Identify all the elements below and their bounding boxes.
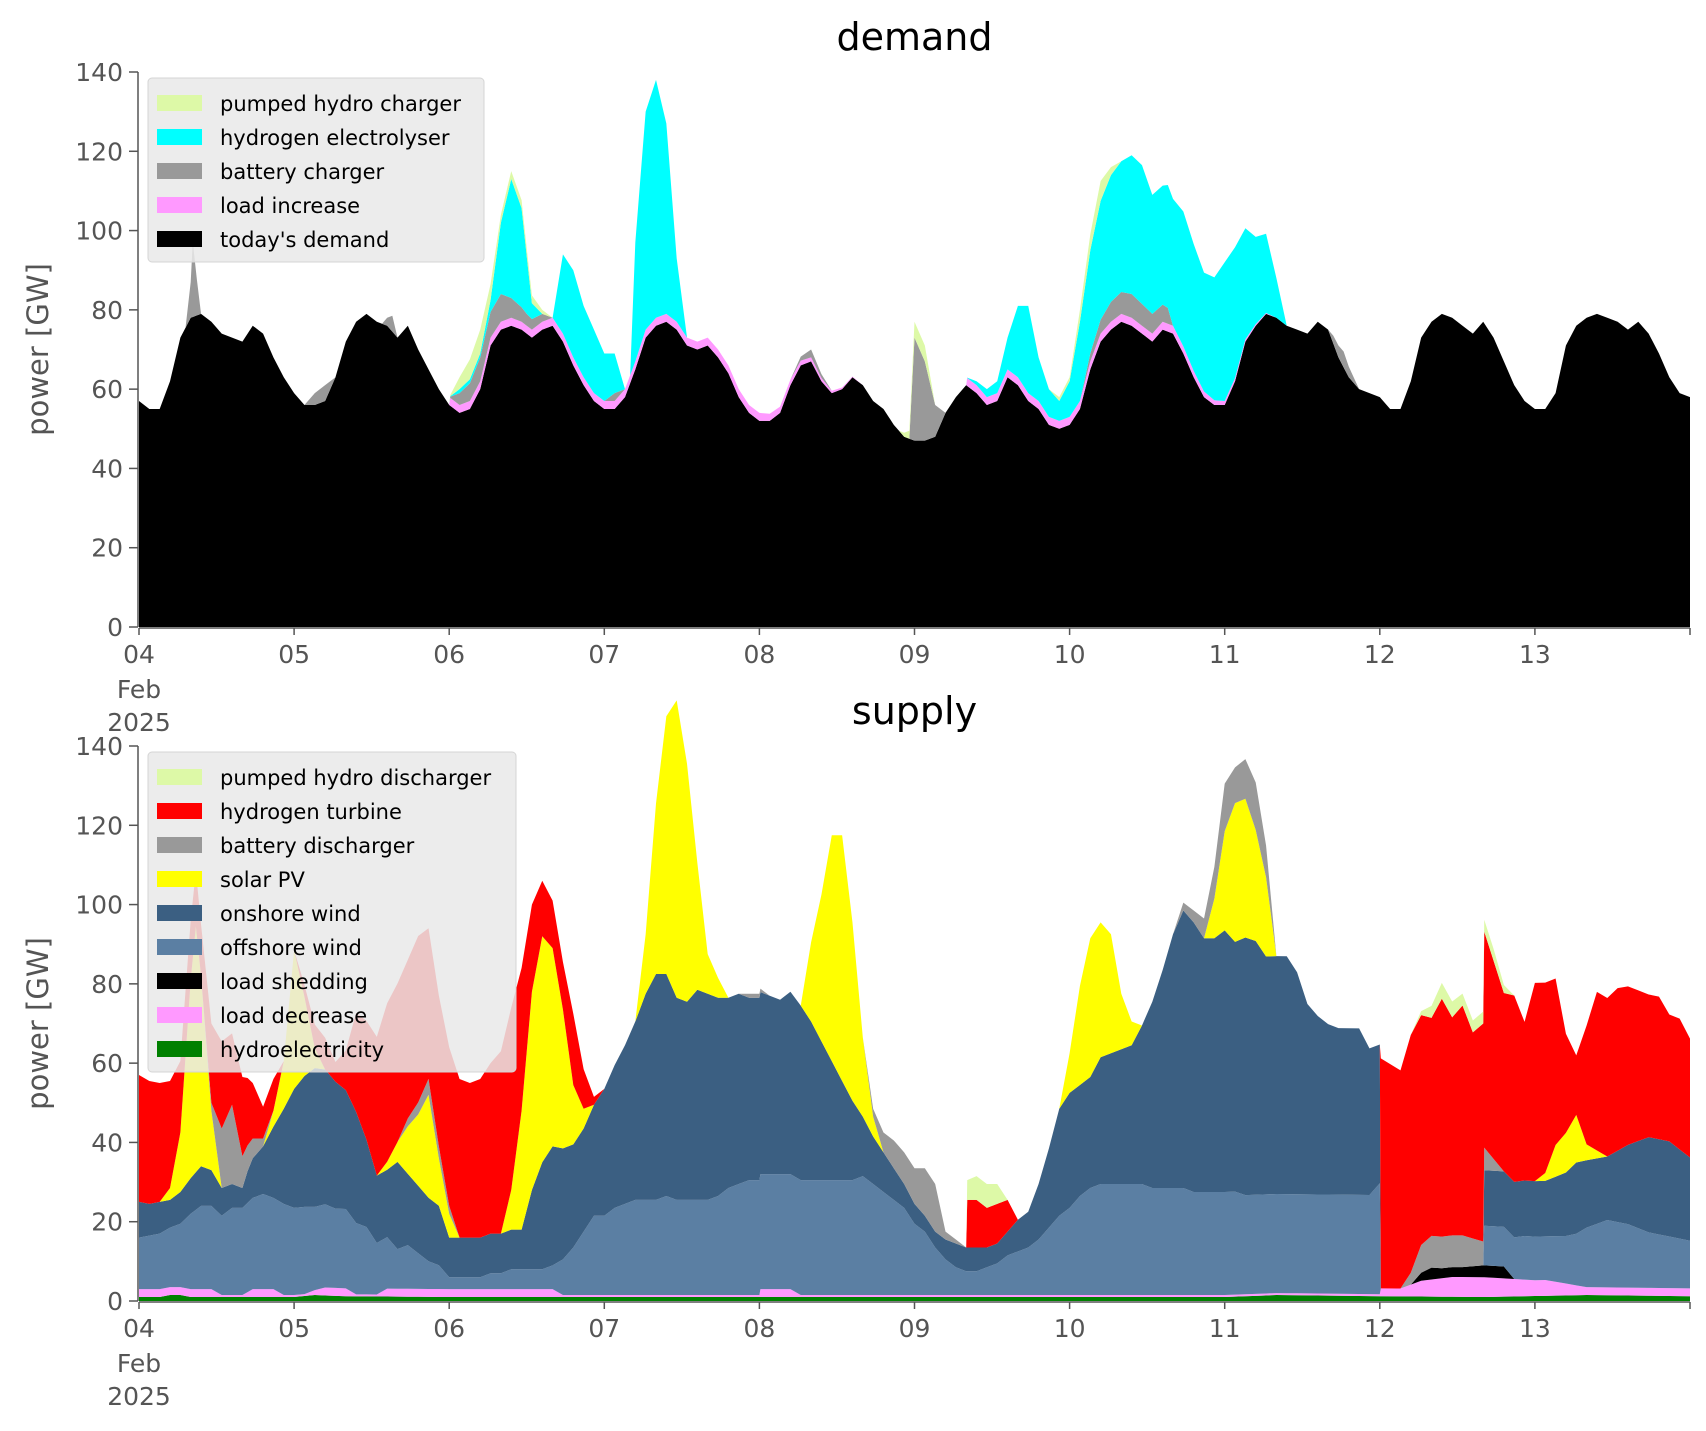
legend-label: offshore wind (220, 936, 362, 960)
area-load-decrease (139, 1276, 1690, 1298)
area-solar-pv (139, 700, 1690, 1289)
area-layers (139, 700, 1690, 1301)
x-tick-label: 12 (1364, 1314, 1396, 1343)
legend-box (147, 751, 517, 1073)
x-tick-label: 11 (1209, 1314, 1241, 1343)
x-tick-label: 08 (743, 1314, 775, 1343)
x-month-label: Feb (117, 675, 161, 704)
y-axis-label: power [GW] (21, 937, 55, 1110)
area-hydroelectricity (139, 1295, 1690, 1301)
legend-label: hydroelectricity (220, 1038, 384, 1062)
legend-swatch (157, 95, 202, 111)
y-tick-label: 40 (91, 454, 123, 483)
area-offshore-wind (139, 1174, 1690, 1296)
x-tick-label: 06 (433, 640, 465, 669)
x-tick-label: 09 (899, 1314, 931, 1343)
legend-label: load shedding (220, 970, 368, 994)
area-layers (139, 79, 1690, 627)
legend-swatch (157, 231, 202, 247)
legend-swatch (157, 939, 202, 955)
y-tick-label: 20 (91, 534, 123, 563)
y-tick-label: 40 (91, 1128, 123, 1157)
y-tick-label: 80 (91, 296, 123, 325)
x-tick-label: 13 (1519, 640, 1551, 669)
y-tick-label: 80 (91, 970, 123, 999)
y-tick-label: 140 (75, 732, 123, 761)
chart-panel-supply: supply power [GW] 0 20 40 60 80 100 120 140 04 05 06… (21, 689, 1691, 1411)
legend-swatch (157, 129, 202, 145)
legend-label: today's demand (220, 228, 389, 252)
legend-label: load decrease (220, 1004, 367, 1028)
x-year-label: 2025 (107, 1382, 171, 1411)
legend-swatch (157, 837, 202, 853)
legend-swatch (157, 163, 202, 179)
x-year-label: 2025 (107, 708, 171, 737)
y-tick-label: 0 (107, 1287, 123, 1316)
x-tick-label: 06 (433, 1314, 465, 1343)
x-tick-label: 10 (1054, 640, 1086, 669)
y-tick-label: 100 (75, 217, 123, 246)
area-onshore-wind (139, 910, 1690, 1289)
x-tick-label: 09 (899, 640, 931, 669)
y-tick-label: 100 (75, 891, 123, 920)
y-tick-label: 120 (75, 811, 123, 840)
legend-swatch (157, 871, 202, 887)
legend-label: battery charger (220, 160, 385, 184)
legend-swatch (157, 803, 202, 819)
area-battery-discharger (139, 700, 1690, 1289)
area-battery-charger (139, 241, 1690, 441)
legend-label: onshore wind (220, 902, 361, 926)
legend-swatch (157, 1041, 202, 1057)
y-axis-label: power [GW] (21, 263, 55, 436)
x-tick-label: 07 (588, 640, 620, 669)
x-tick-label: 13 (1519, 1314, 1551, 1343)
y-tick-label: 20 (91, 1208, 123, 1237)
legend-box (147, 77, 485, 263)
chart-title: supply (852, 689, 977, 733)
legend-swatch (157, 905, 202, 921)
legend: pumped hydro charger hydrogen electrolyse… (147, 77, 485, 263)
legend-swatch (157, 1007, 202, 1023)
legend-label: solar PV (220, 868, 305, 892)
legend-label: load increase (220, 194, 360, 218)
legend-swatch (157, 197, 202, 213)
chart-panel-demand: demand power [GW] 0 20 40 60 80 100 120 140 04 05 06… (21, 15, 1691, 737)
legend-label: battery discharger (220, 834, 415, 858)
legend-label: pumped hydro charger (220, 92, 461, 116)
y-tick-label: 120 (75, 137, 123, 166)
y-tick-label: 0 (107, 613, 123, 642)
legend-label: hydrogen electrolyser (220, 126, 450, 150)
x-tick-label: 08 (743, 640, 775, 669)
legend-label: hydrogen turbine (220, 800, 402, 824)
legend-swatch (157, 769, 202, 785)
legend: pumped hydro discharger hydrogen turbine b… (147, 751, 517, 1073)
area-today-s-demand (139, 313, 1690, 627)
x-tick-label: 12 (1364, 640, 1396, 669)
x-month-label: Feb (117, 1349, 161, 1378)
y-tick-label: 60 (91, 375, 123, 404)
x-tick-label: 10 (1054, 1314, 1086, 1343)
x-tick-label: 07 (588, 1314, 620, 1343)
x-tick-label: 04 (123, 1314, 155, 1343)
x-tick-label: 04 (123, 640, 155, 669)
chart-title: demand (836, 15, 992, 59)
y-tick-label: 60 (91, 1049, 123, 1078)
legend-label: pumped hydro discharger (220, 766, 491, 790)
x-tick-label: 05 (278, 1314, 310, 1343)
x-tick-label: 05 (278, 640, 310, 669)
legend-swatch (157, 973, 202, 989)
y-tick-label: 140 (75, 58, 123, 87)
x-tick-label: 11 (1209, 640, 1241, 669)
